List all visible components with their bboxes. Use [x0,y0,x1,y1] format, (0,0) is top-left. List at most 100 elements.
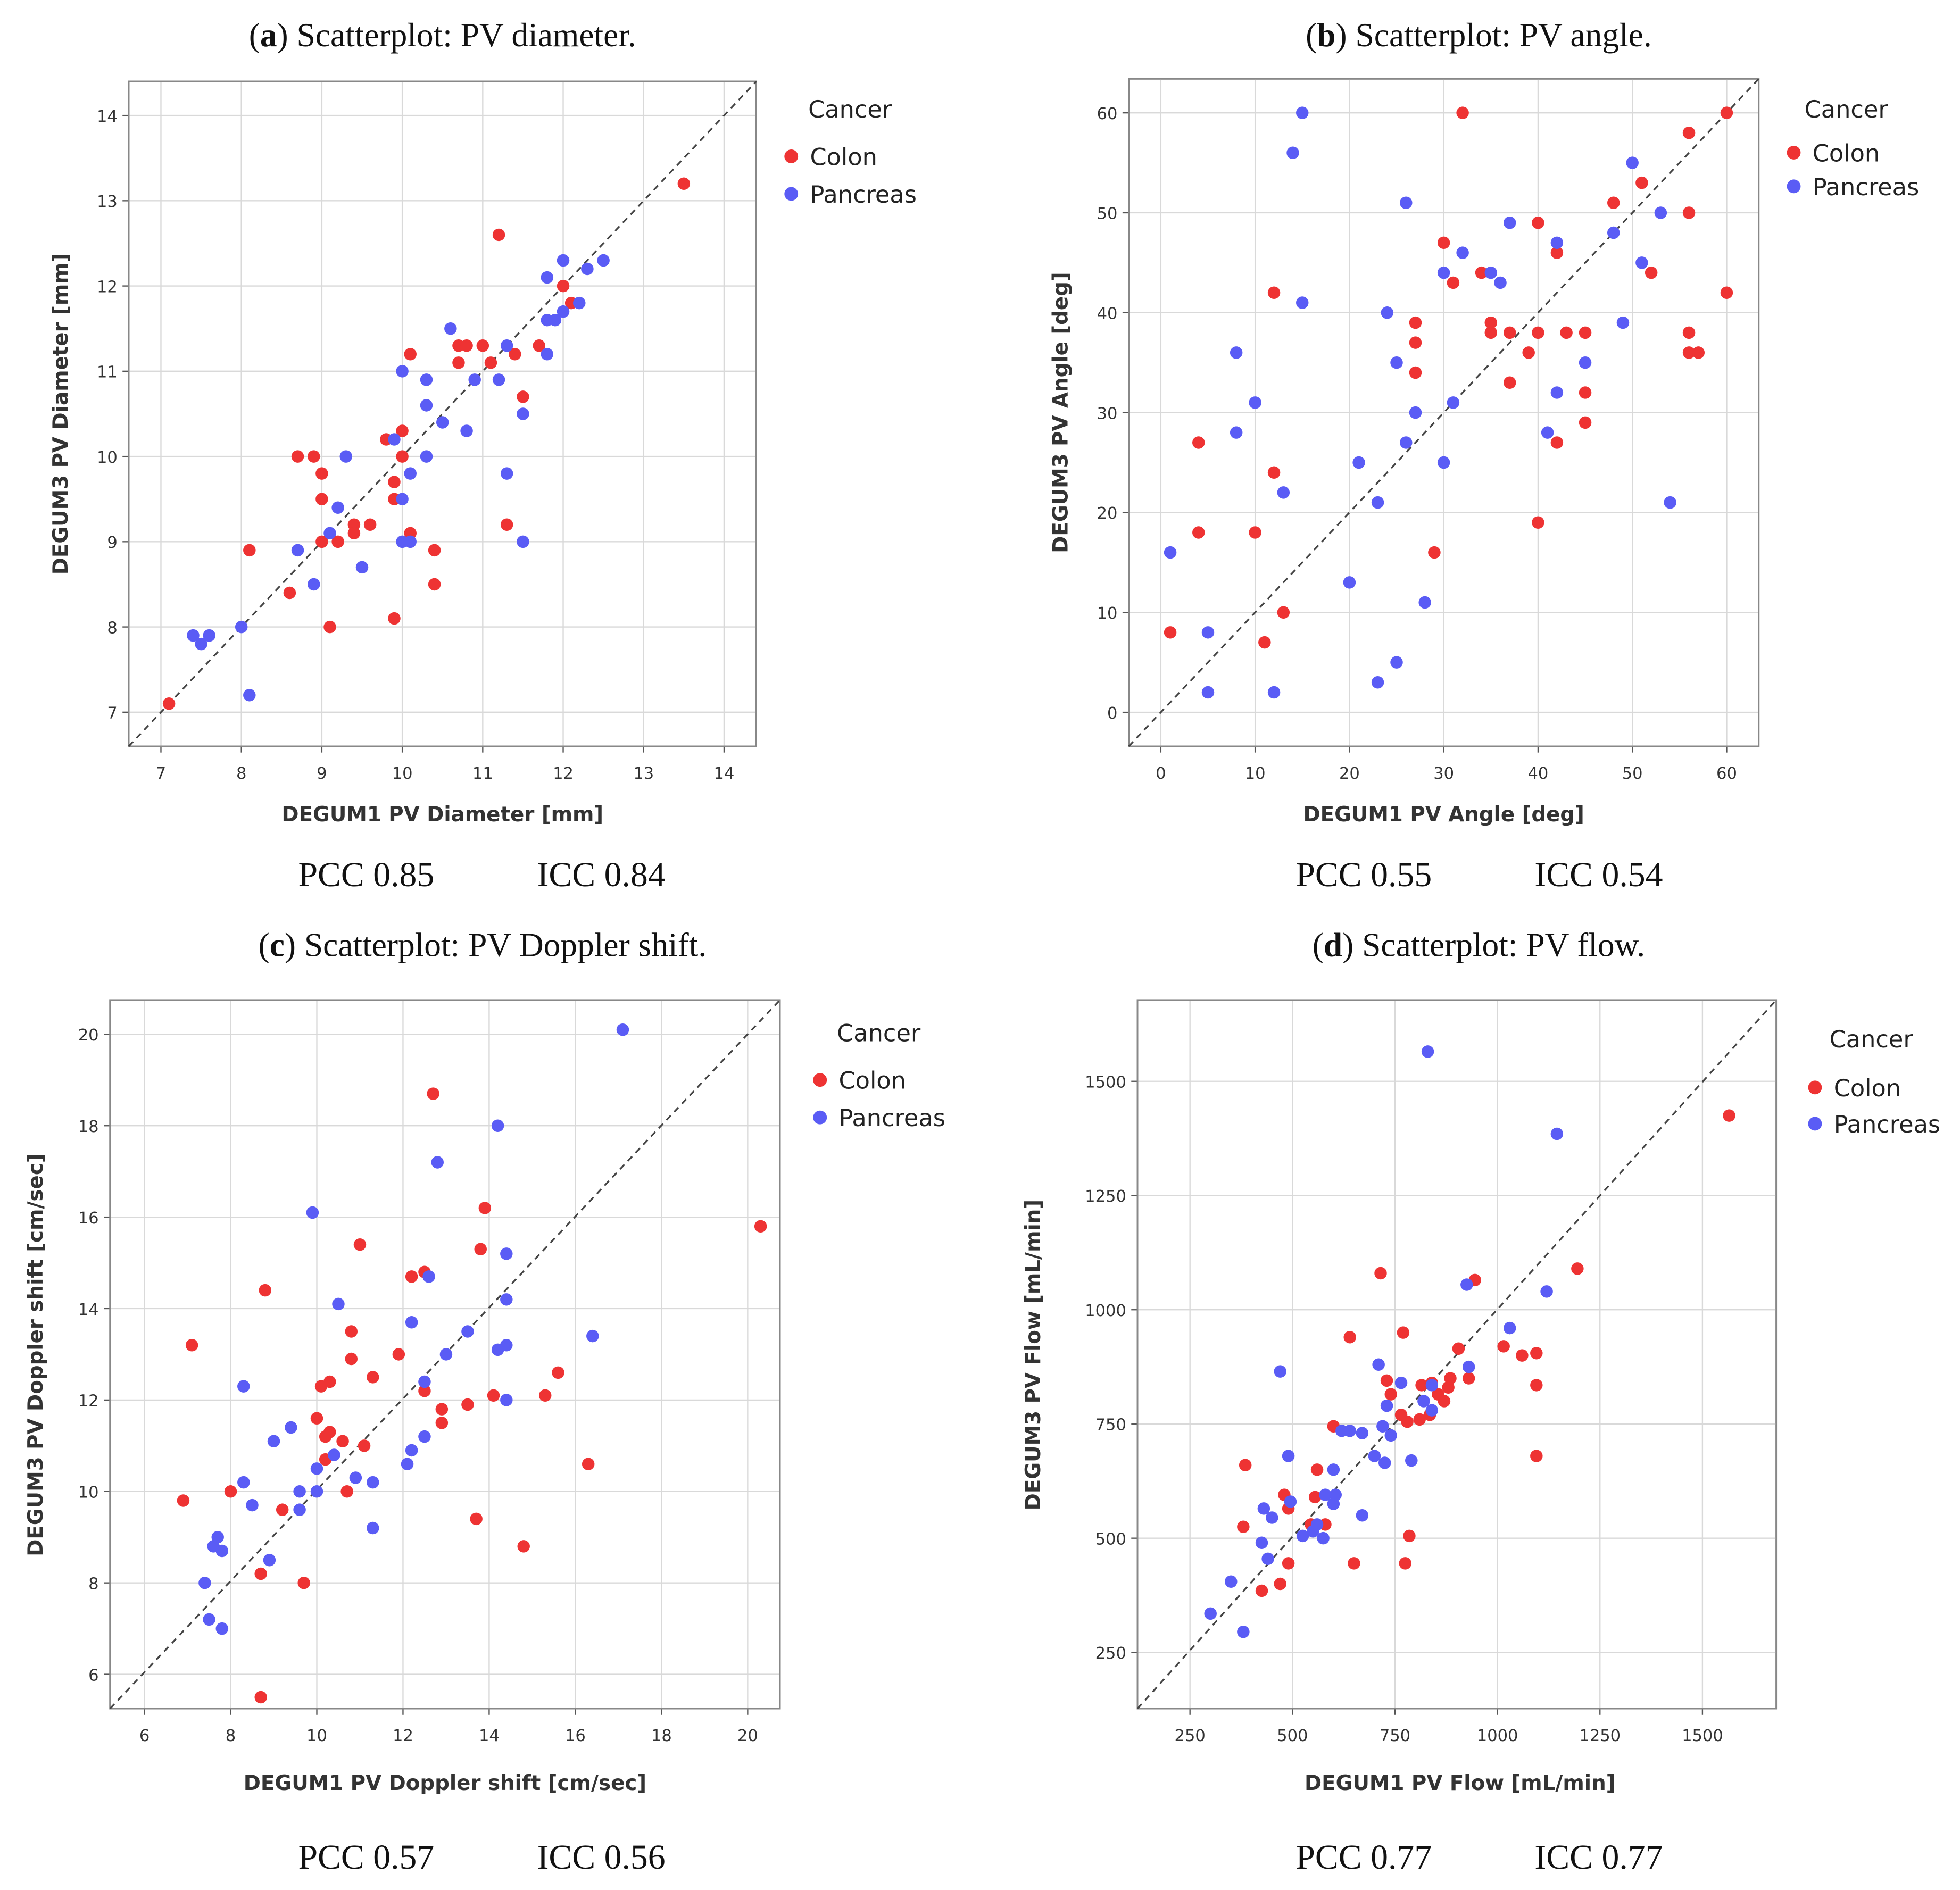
point-pancreas [198,1576,211,1589]
point-pancreas [310,1462,323,1475]
point-pancreas [1371,496,1384,509]
point-pancreas [1296,296,1309,309]
y-tick-label: 10 [78,1484,99,1502]
point-pancreas [1266,1511,1278,1524]
point-colon [1282,1557,1295,1570]
y-tick-label: 20 [1097,504,1118,523]
caption-paren-open: ( [1306,16,1317,54]
y-tick-label: 1250 [1085,1187,1126,1206]
point-pancreas [1267,686,1281,699]
x-tick-label: 1250 [1579,1727,1621,1745]
point-colon [478,1202,492,1214]
point-colon [557,279,570,293]
point-pancreas [243,689,256,702]
point-colon [358,1439,371,1452]
caption-letter: d [1324,926,1342,964]
point-colon [347,527,361,540]
y-tick-label: 40 [1097,305,1118,323]
legend-marker-colon [1808,1080,1822,1095]
point-colon [476,339,489,352]
legend: Cancer Colon Pancreas [813,1019,945,1132]
legend-title: Cancer [837,1019,921,1047]
point-colon [492,228,505,242]
point-pancreas [1409,406,1422,419]
y-tick-label: 20 [78,1026,99,1045]
legend-marker-pancreas [813,1110,827,1125]
point-colon [345,1325,358,1338]
point-pancreas [500,1339,513,1352]
point-colon [1237,1520,1250,1533]
pcc-value: PCC 0.57 [298,1838,434,1877]
point-colon [1682,346,1696,359]
caption-paren-open: ( [259,926,270,964]
point-colon [162,697,176,710]
y-tick-label: 60 [1097,105,1118,123]
point-pancreas [323,527,336,540]
point-pancreas [246,1498,259,1512]
point-pancreas [405,1444,418,1457]
x-tick-label: 10 [1245,764,1266,783]
y-tick-label: 10 [1097,604,1118,623]
point-colon [1530,1450,1543,1462]
point-colon [1403,1529,1416,1543]
caption-paren-close: ) [1342,926,1362,964]
point-colon [428,544,441,557]
pcc-value: PCC 0.77 [1295,1838,1432,1877]
y-tick-label: 6 [88,1666,98,1685]
point-pancreas [1654,206,1667,219]
point-colon [435,1403,449,1416]
x-axis-label: DEGUM1 PV Flow [mL/min] [1305,1771,1615,1795]
point-colon [363,518,377,531]
point-colon [1720,286,1733,299]
point-colon [388,476,401,488]
point-pancreas [1550,386,1564,399]
point-colon [276,1503,289,1516]
point-pancreas [461,1325,474,1338]
x-tick-label: 11 [472,764,493,783]
point-pancreas [1616,316,1630,329]
point-pancreas [1255,1536,1268,1550]
x-tick-label: 500 [1277,1727,1308,1745]
point-colon [517,1540,530,1553]
point-colon [1522,346,1535,359]
point-pancreas [1249,396,1261,409]
point-pancreas [1230,346,1243,359]
point-pancreas [444,322,457,335]
caption-paren-open: ( [1313,926,1324,964]
point-colon [1682,326,1696,339]
point-pancreas [396,493,409,505]
point-pancreas [1456,246,1469,259]
point-colon [1579,416,1592,429]
icc-value: ICC 0.84 [537,855,666,894]
point-pancreas [293,1485,306,1498]
y-tick-label: 10 [97,448,118,467]
point-pancreas [1447,396,1460,409]
point-colon [310,1412,323,1425]
y-tick-label: 0 [1107,704,1117,723]
point-colon [461,1398,474,1411]
point-pancreas [1425,1379,1439,1392]
point-pancreas [1201,686,1215,699]
point-pancreas [1541,426,1554,439]
point-pancreas [1329,1488,1342,1501]
x-tick-label: 10 [392,764,413,783]
point-colon [1409,336,1422,349]
point-pancreas [1284,1495,1297,1508]
point-colon [1532,326,1544,339]
point-colon [1384,1388,1398,1401]
scatterplot-d: (d) Scatterplot: PV flow. 250 500 750 1000 12… [1021,926,1940,1877]
point-colon [259,1284,272,1297]
point-pancreas [420,373,433,386]
x-tick-label: 14 [479,1727,500,1745]
legend-title: Cancer [1830,1026,1914,1053]
x-tick-label: 18 [651,1727,672,1745]
point-pancreas [541,348,554,361]
scatterplot-a: (a) Scatterplot: PV diameter. 7 8 9 10 11 12 13… [49,16,917,894]
point-colon [418,1384,431,1397]
point-pancreas [500,1293,513,1306]
point-colon [1192,526,1205,539]
point-colon [1682,206,1696,219]
y-tick-label: 30 [1097,404,1118,423]
point-pancreas [1352,456,1365,469]
point-pancreas [597,254,610,267]
